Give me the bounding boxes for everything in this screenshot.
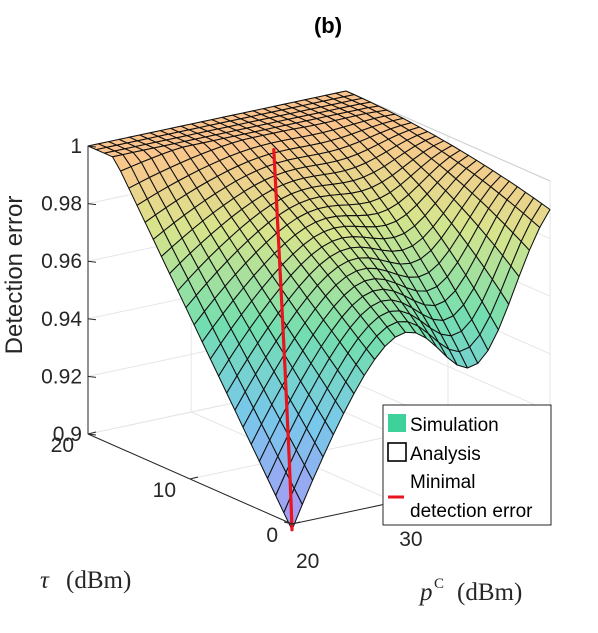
z-axis-tick bbox=[87, 145, 97, 148]
x-axis-tick bbox=[87, 431, 97, 435]
legend-swatch-simulation bbox=[388, 414, 406, 432]
x-axis-symbol: τ bbox=[40, 567, 50, 594]
z-axis-tick bbox=[87, 260, 97, 263]
box-edge bbox=[345, 90, 551, 182]
legend: Simulation Analysis Minimal detection er… bbox=[382, 404, 552, 526]
surface-mesh bbox=[87, 90, 551, 531]
z-axis-tick bbox=[87, 375, 97, 378]
y-axis-unit: (dBm) bbox=[457, 579, 522, 606]
x-axis-tick bbox=[189, 476, 199, 480]
x-axis-label: τ (dBm) bbox=[40, 567, 131, 594]
y-axis-superscript: C bbox=[434, 576, 444, 592]
x-tick-label: 0 bbox=[266, 524, 278, 547]
x-axis-unit: (dBm) bbox=[66, 567, 131, 594]
z-tick-label: 0.98 bbox=[41, 193, 82, 216]
y-tick-label: 30 bbox=[399, 528, 422, 551]
z-tick-label: 0.9 bbox=[53, 423, 82, 446]
legend-box bbox=[382, 404, 552, 526]
surface-cell bbox=[283, 487, 303, 531]
y-tick-label: 20 bbox=[296, 550, 319, 573]
legend-swatch-analysis bbox=[387, 442, 407, 462]
chart-title: (b) bbox=[314, 13, 342, 38]
z-axis-label: Detection error bbox=[1, 196, 28, 355]
y-axis-tick bbox=[283, 521, 293, 525]
z-axis-tick bbox=[87, 318, 97, 321]
minimal-error-curve bbox=[272, 148, 294, 532]
y-axis-label: p C (dBm) bbox=[418, 576, 522, 606]
x-tick-label: 20 bbox=[51, 434, 74, 457]
legend-label-simulation: Simulation bbox=[410, 415, 499, 436]
minimal-error-line bbox=[272, 148, 294, 532]
z-tick-label: 0.96 bbox=[41, 250, 82, 273]
y-axis-symbol: p bbox=[418, 579, 433, 606]
z-axis-tick bbox=[87, 203, 97, 206]
legend-label-analysis: Analysis bbox=[410, 444, 481, 465]
x-tick-label: 10 bbox=[153, 479, 176, 502]
z-tick-label: 1 bbox=[70, 135, 82, 158]
z-tick-label: 0.94 bbox=[41, 308, 82, 331]
z-tick-label: 0.92 bbox=[41, 365, 82, 388]
legend-label-minimal-error: Minimal detection error bbox=[410, 472, 533, 522]
